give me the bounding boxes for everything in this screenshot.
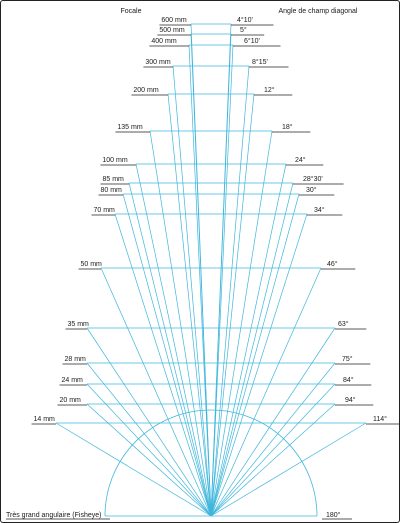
focal-column-title: Focale xyxy=(120,8,141,15)
angle-label: 6°10' xyxy=(244,37,260,45)
focal-label: 500 mm xyxy=(159,27,184,34)
angle-label: 84° xyxy=(343,376,354,384)
sight-line-right xyxy=(210,65,250,517)
angle-label: 18° xyxy=(282,123,293,131)
focal-label: 28 mm xyxy=(65,356,87,363)
focal-label: 50 mm xyxy=(81,261,103,268)
angle-label: 46° xyxy=(327,260,338,268)
sight-line-right xyxy=(210,327,336,517)
sight-line-left xyxy=(190,33,212,517)
sight-line-right xyxy=(210,130,273,517)
sight-line-right xyxy=(210,193,300,517)
angle-label: 30° xyxy=(306,186,317,194)
sight-line-right xyxy=(210,422,367,517)
angle-label: 114° xyxy=(373,415,387,423)
fisheye-label: Très grand angulaire (Fisheye) xyxy=(6,512,101,519)
sight-line-right xyxy=(210,182,294,517)
sight-line-left xyxy=(149,130,212,517)
lens-rows: 600 mm 4°10' 500 mm 5° 400 mm 6°10' 300 mm 8°15… xyxy=(31,16,400,425)
focal-label: 200 mm xyxy=(133,87,158,94)
angle-label: 8°15' xyxy=(252,58,268,66)
focal-label: 85 mm xyxy=(103,176,125,183)
angle-label: 12° xyxy=(264,86,275,94)
focal-label: 600 mm xyxy=(161,17,186,24)
sight-line-left xyxy=(86,403,212,517)
angle-label: 28°30' xyxy=(303,175,323,183)
angle-label: 63° xyxy=(338,320,349,328)
sight-line-left xyxy=(86,362,212,517)
focal-label: 100 mm xyxy=(102,157,127,164)
sight-line-right xyxy=(210,383,336,517)
sight-line-right xyxy=(210,163,287,517)
sight-line-left xyxy=(128,182,212,517)
angle-label: 34° xyxy=(314,206,325,214)
sight-line-left xyxy=(86,383,212,517)
sight-line-left xyxy=(114,213,212,517)
angle-label: 5° xyxy=(240,26,247,34)
sight-line-right xyxy=(210,44,234,517)
angle-column-title: Angle de champ diagonal xyxy=(278,8,357,15)
focal-label: 14 mm xyxy=(34,416,56,423)
fisheye-arc xyxy=(104,409,318,517)
sight-line-left xyxy=(55,422,212,517)
sight-line-left xyxy=(167,93,212,517)
focal-label: 35 mm xyxy=(68,321,90,328)
sight-line-left xyxy=(188,44,212,517)
focal-label: 135 mm xyxy=(117,124,142,131)
sight-line-left xyxy=(100,267,212,517)
sight-lines xyxy=(55,23,367,517)
fisheye-angle-label: 180° xyxy=(326,511,341,519)
sight-line-left xyxy=(122,193,212,517)
sight-line-right xyxy=(210,403,336,517)
sight-line-right xyxy=(210,362,336,517)
sight-line-left xyxy=(135,163,212,517)
angle-label: 4°10' xyxy=(237,16,253,24)
angle-label: 94° xyxy=(345,396,356,404)
sight-line-right xyxy=(210,267,322,517)
focal-label: 70 mm xyxy=(94,207,116,214)
sight-line-right xyxy=(210,33,232,517)
sight-line-left xyxy=(172,65,212,517)
angle-label: 75° xyxy=(342,355,353,363)
focal-label: 24 mm xyxy=(62,377,84,384)
angle-label: 24° xyxy=(295,156,306,164)
focal-label: 80 mm xyxy=(101,187,123,194)
focal-label: 400 mm xyxy=(151,38,176,45)
focal-label: 300 mm xyxy=(145,59,170,66)
sight-line-right xyxy=(210,93,255,517)
focal-label: 20 mm xyxy=(60,397,82,404)
sight-line-right xyxy=(210,213,308,517)
sight-line-left xyxy=(86,327,212,517)
